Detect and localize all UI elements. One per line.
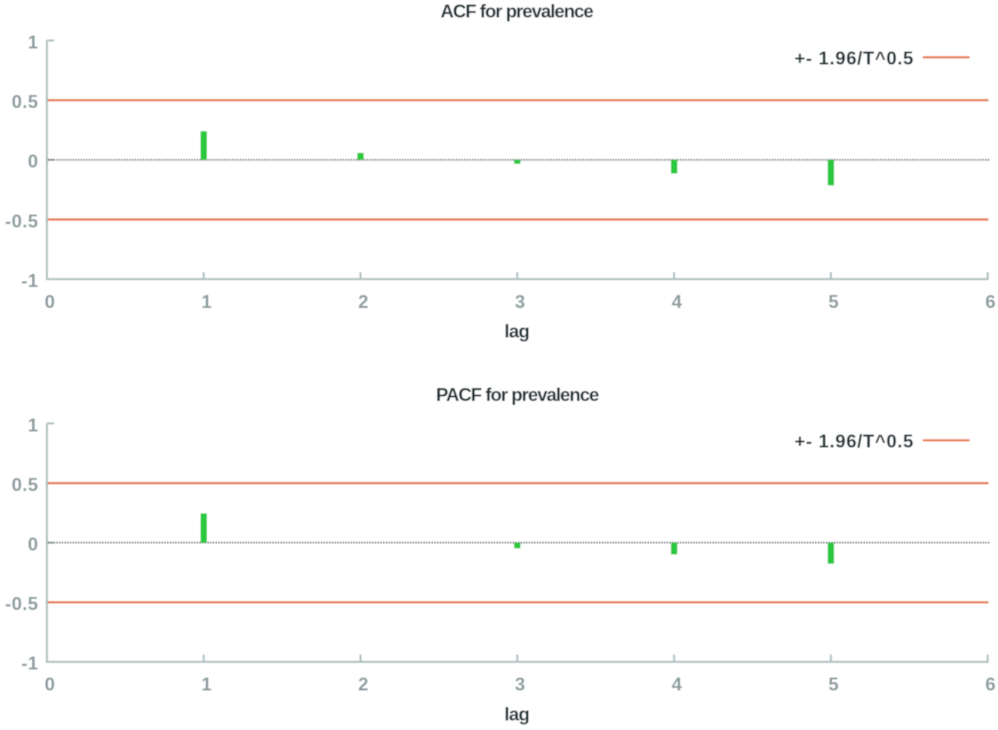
svg-text:3: 3 xyxy=(515,291,525,312)
svg-text:+- 1.96/T^0.5: +- 1.96/T^0.5 xyxy=(794,431,914,452)
svg-text:6: 6 xyxy=(985,674,995,695)
svg-text:-0.5: -0.5 xyxy=(5,593,38,614)
svg-text:-0.5: -0.5 xyxy=(5,210,38,231)
svg-text:lag: lag xyxy=(504,704,529,725)
svg-text:lag: lag xyxy=(504,321,529,342)
svg-text:0.5: 0.5 xyxy=(12,474,39,495)
svg-text:5: 5 xyxy=(828,674,838,695)
svg-text:2: 2 xyxy=(358,674,368,695)
svg-text:1: 1 xyxy=(201,291,211,312)
svg-text:6: 6 xyxy=(985,291,995,312)
svg-text:0.5: 0.5 xyxy=(12,91,39,112)
svg-text:ACF for prevalence: ACF for prevalence xyxy=(441,0,594,21)
svg-text:-1: -1 xyxy=(21,270,38,291)
svg-text:-1: -1 xyxy=(21,652,38,673)
svg-text:0: 0 xyxy=(45,291,55,312)
svg-text:0: 0 xyxy=(28,151,39,172)
svg-text:4: 4 xyxy=(672,291,683,312)
svg-text:1: 1 xyxy=(201,674,211,695)
svg-text:0: 0 xyxy=(45,674,55,695)
svg-text:+- 1.96/T^0.5: +- 1.96/T^0.5 xyxy=(794,48,914,69)
svg-text:5: 5 xyxy=(828,291,838,312)
svg-text:2: 2 xyxy=(358,291,368,312)
svg-text:3: 3 xyxy=(515,674,525,695)
svg-text:1: 1 xyxy=(28,414,39,435)
svg-text:1: 1 xyxy=(28,31,39,52)
svg-text:4: 4 xyxy=(672,674,683,695)
svg-text:PACF for prevalence: PACF for prevalence xyxy=(436,384,599,405)
svg-text:0: 0 xyxy=(28,534,39,555)
